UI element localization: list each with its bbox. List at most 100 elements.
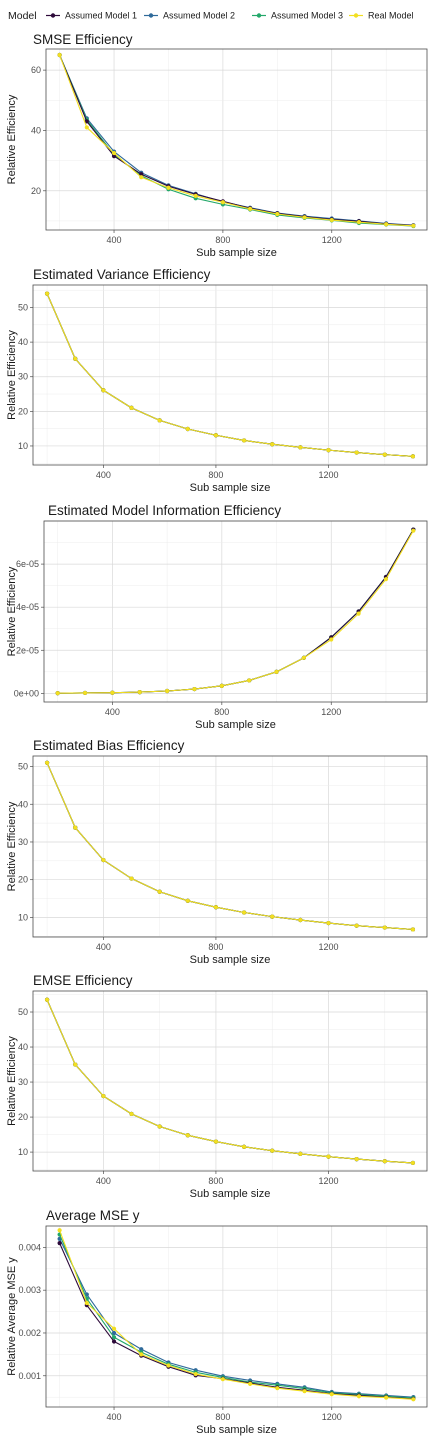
data-point [166,185,171,190]
data-point [411,528,416,533]
data-point [101,388,106,393]
panel-border [43,520,428,703]
data-point [111,1326,117,1331]
y-tick-label: 2e-05 [16,645,39,655]
data-point [383,577,389,582]
data-point [213,1139,219,1144]
series-line [57,530,414,694]
gridlines [44,520,427,702]
data-point [213,905,219,910]
series-line [46,999,413,1164]
x-axis-title: Sub sample size [196,247,277,259]
x-tick-label: 400 [96,942,111,952]
data-point [274,669,279,674]
data-point [110,690,115,695]
data-point [329,637,334,642]
series-line [59,54,414,227]
panel-estimated-bias-efficiency: Estimated Bias Efficiency 400 800 1200 10 20 3… [6,738,428,966]
data-point [326,920,331,926]
data-point [410,454,416,459]
data-point [220,1377,225,1382]
series-line [59,54,414,227]
series-line [46,999,413,1164]
data-point [270,442,275,447]
data-point [301,655,306,660]
y-tick-label: 40 [18,337,28,347]
data-point [384,1395,389,1400]
series-line [46,762,413,931]
series-line [46,293,413,457]
legend-label: Assumed Model 2 [163,11,235,21]
data-point [73,356,78,361]
series-line [46,762,413,931]
data-point [44,760,50,765]
series-assumed-model-3 [55,527,416,696]
panel-estimated-model-information-efficiency: Estimated Model Information Efficiency 40… [6,503,428,731]
x-axis-title: Sub sample size [190,482,271,494]
data-point [137,689,142,695]
data-point [139,172,144,177]
gridlines [33,991,427,1171]
data-point [139,1352,144,1357]
data-point [219,683,224,688]
panel-title: Estimated Variance Efficiency [33,267,211,282]
data-point [185,426,190,432]
data-point [44,997,50,1002]
data-point [57,1241,62,1246]
data-point [82,690,88,696]
series-line [46,293,413,457]
y-tick-label: 40 [18,799,28,809]
data-point [298,917,303,923]
legend-label: Real Model [368,11,414,21]
data-point [84,125,89,130]
y-tick-label: 10 [18,912,28,922]
y-tick-label: 10 [18,1147,28,1157]
data-point [165,688,170,694]
x-axis-title: Sub sample size [190,954,271,966]
y-tick-label: 0.002 [18,1328,41,1338]
y-tick-label: 30 [18,1077,28,1087]
series-assumed-model-2 [57,52,416,228]
y-tick-label: 0.004 [18,1242,41,1252]
y-tick-label: 0.001 [18,1371,41,1381]
y-axis-title: Relative Efficiency [6,801,18,891]
y-tick-label: 20 [31,186,41,196]
legend-title: Model [8,10,37,22]
series-assumed-model-3 [57,1232,416,1401]
data-point [247,678,252,683]
data-point [73,1062,78,1067]
y-axis-title: Relative Average MSE y [6,1257,18,1376]
series-assumed-model-3 [44,760,416,932]
series-group [57,52,416,229]
data-point [410,927,416,932]
data-point [241,1144,247,1149]
y-tick-label: 0.003 [18,1285,41,1295]
legend-key-point [353,13,359,18]
y-axis-title: Relative Efficiency [6,94,18,184]
y-axis-title: Relative Efficiency [6,330,18,420]
legend-key-point [148,13,154,18]
data-point [111,153,117,159]
panel-title: EMSE Efficiency [33,973,133,988]
data-point [356,611,361,616]
y-tick-label: 50 [18,303,28,313]
x-tick-label: 800 [215,1412,230,1422]
x-tick-label: 1200 [318,942,338,952]
gridlines [46,49,427,230]
x-tick-label: 400 [105,707,120,717]
y-tick-label: 20 [18,406,28,416]
gridlines [33,285,427,465]
y-tick-label: 60 [31,65,41,75]
data-point [220,200,225,205]
series-group [44,760,416,932]
y-tick-label: 40 [18,1042,28,1052]
y-tick-label: 40 [31,125,41,135]
data-point [248,1381,253,1386]
data-point [84,119,89,124]
x-tick-label: 400 [107,1412,122,1422]
y-tick-label: 30 [18,837,28,847]
y-tick-label: 10 [18,441,28,451]
y-tick-label: 20 [18,875,28,885]
